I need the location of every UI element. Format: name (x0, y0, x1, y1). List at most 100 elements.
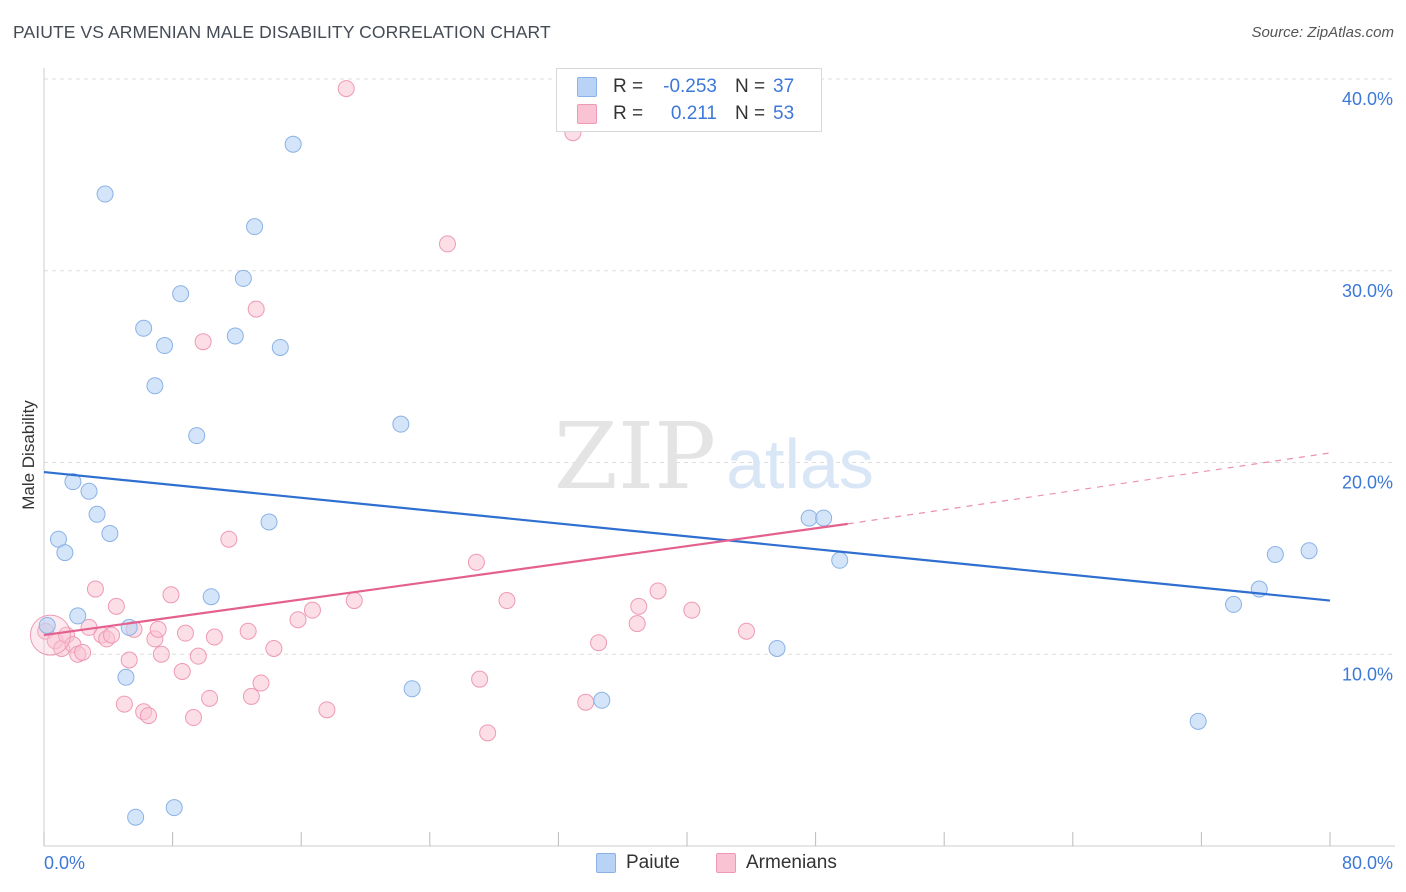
armenians-point (345, 592, 363, 610)
armenians-point (242, 687, 260, 705)
armenians-point (220, 530, 238, 548)
armenians-point (139, 707, 157, 725)
n-value: 53 (773, 103, 795, 124)
legend-label-paiute: Paiute (626, 852, 680, 873)
legend-row-armenians: R = 0.211 N = 53 (577, 101, 794, 127)
armenians-point (337, 80, 355, 98)
armenians-point (471, 670, 489, 688)
armenians-point (318, 701, 336, 719)
paiute-point (146, 377, 164, 395)
armenians-point (205, 628, 223, 646)
armenians-point (289, 611, 307, 629)
axes (43, 68, 1395, 847)
armenians-point (577, 693, 595, 711)
paiute-point (64, 473, 82, 491)
armenians-point (201, 689, 219, 707)
paiute-point (1225, 595, 1243, 613)
armenians-point (115, 695, 133, 713)
paiute-point (226, 327, 244, 345)
watermark-atlas: atlas (726, 425, 874, 503)
y-tick-label: 40.0% (1342, 89, 1393, 109)
watermark: ZIP atlas (554, 403, 874, 510)
legend-item-armenians[interactable]: Armenians (716, 852, 837, 874)
paiute-point (1266, 546, 1284, 564)
paiute-trendline (43, 470, 1331, 602)
armenians-point (103, 626, 121, 644)
armenians-point (303, 601, 321, 619)
paiute-point (156, 337, 174, 355)
paiute-point (260, 513, 278, 531)
armenians-point (184, 709, 202, 727)
armenians-points (29, 80, 755, 742)
armenians-point (194, 333, 212, 351)
paiute-point (246, 218, 264, 236)
armenians-point (265, 639, 283, 657)
armenians-point (498, 592, 516, 610)
paiute-point (135, 319, 153, 337)
n-label: N = (735, 76, 766, 97)
series-legend: Paiute Armenians (0, 852, 1406, 878)
r-label: R = (613, 76, 644, 97)
paiute-points (38, 135, 1318, 826)
armenians-trendline-extension (847, 452, 1331, 525)
paiute-point (80, 482, 98, 500)
armenians-point (247, 300, 265, 318)
paiute-swatch (577, 77, 597, 97)
paiute-point (800, 509, 818, 527)
y-tick-label: 20.0% (1342, 473, 1393, 493)
r-value: -0.253 (663, 76, 717, 97)
paiute-point (202, 588, 220, 606)
armenians-trendline (43, 522, 848, 637)
legend-row-paiute: R = -0.253 N = 37 (577, 74, 794, 100)
paiute-point (69, 607, 87, 625)
r-value: 0.211 (670, 103, 717, 124)
n-value: 37 (773, 76, 795, 97)
armenians-point (479, 724, 497, 742)
armenians-point (189, 647, 207, 665)
armenians-point (120, 651, 138, 669)
armenians-point (628, 615, 646, 633)
armenians-point (438, 235, 456, 253)
paiute-point (38, 616, 56, 634)
paiute-point (271, 338, 289, 356)
armenians-point (107, 597, 125, 615)
y-tick-label: 10.0% (1342, 664, 1393, 684)
legend-label-armenians: Armenians (746, 852, 837, 873)
armenians-point (649, 582, 667, 600)
paiute-swatch (596, 853, 616, 873)
legend-item-paiute[interactable]: Paiute (596, 852, 680, 874)
y-axis-label: Male Disability (19, 400, 38, 510)
r-label: R = (613, 103, 644, 124)
watermark-zip: ZIP (554, 403, 716, 510)
armenians-swatch (716, 853, 736, 873)
paiute-point (172, 285, 190, 303)
armenians-point (74, 643, 92, 661)
armenians-point (467, 553, 485, 571)
armenians-point (176, 624, 194, 642)
armenians-point (152, 645, 170, 663)
paiute-point (1189, 712, 1207, 730)
paiute-point (101, 524, 119, 542)
paiute-point (768, 639, 786, 657)
x-tick-label: 0.0% (44, 853, 85, 873)
paiute-point (234, 269, 252, 287)
paiute-point (56, 544, 74, 562)
paiute-point (165, 799, 183, 817)
gridlines (44, 78, 1395, 655)
chart-title: PAIUTE VS ARMENIAN MALE DISABILITY CORRE… (13, 22, 551, 42)
armenians-point (239, 622, 257, 640)
armenians-point (590, 634, 608, 652)
paiute-point (117, 668, 135, 686)
paiute-point (188, 427, 206, 445)
paiute-point (127, 808, 145, 826)
trendlines (43, 452, 1331, 637)
armenians-point (149, 620, 167, 638)
y-tick-label: 30.0% (1342, 281, 1393, 301)
armenians-point (86, 580, 104, 598)
armenians-point (162, 586, 180, 604)
correlation-legend: R = -0.253 N = 37 R = 0.211 N = 53 (556, 68, 822, 132)
n-label: N = (735, 103, 766, 124)
armenians-swatch (577, 104, 597, 124)
armenians-point (737, 622, 755, 640)
